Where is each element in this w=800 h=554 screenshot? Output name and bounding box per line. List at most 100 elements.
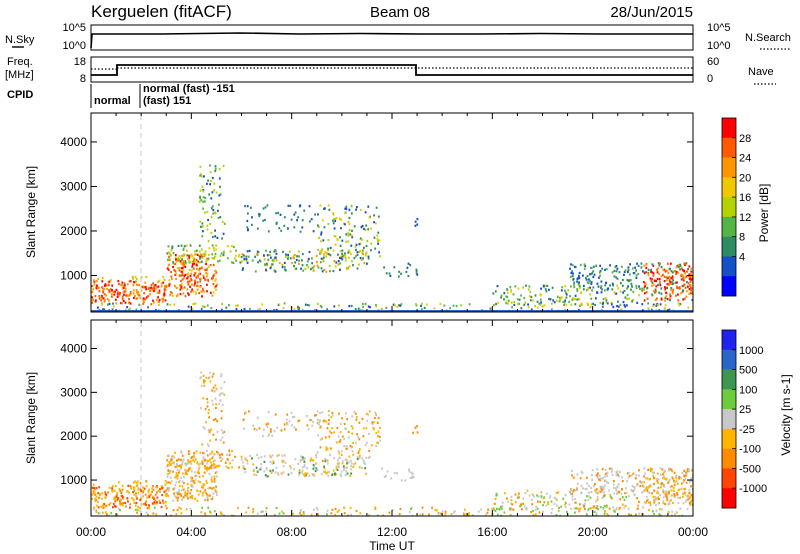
echo-cell: [565, 293, 568, 296]
echo-cell: [142, 491, 144, 494]
echo-cell: [574, 511, 576, 514]
echo-cell: [188, 450, 190, 453]
echo-cell: [111, 484, 114, 488]
echo-cell: [589, 280, 592, 283]
echo-cell: [400, 303, 403, 306]
echo-cell: [667, 511, 670, 514]
echo-cell: [348, 229, 351, 232]
echo-cell: [576, 488, 578, 491]
echo-cell: [567, 289, 569, 292]
echo-cell: [180, 494, 183, 497]
echo-cell: [669, 299, 671, 302]
echo-cell: [503, 511, 506, 514]
echo-cell: [267, 411, 270, 414]
echo-cell: [213, 189, 216, 192]
echo-cell: [633, 493, 636, 496]
echo-cell: [585, 276, 587, 280]
echo-cell: [98, 496, 100, 499]
echo-cell: [320, 233, 322, 236]
echo-cell: [582, 274, 584, 277]
echo-cell: [346, 462, 348, 465]
echo-cell: [664, 304, 667, 307]
echo-cell: [300, 267, 302, 270]
echo-cell: [143, 487, 146, 490]
echo-cell: [102, 287, 104, 290]
echo-cell: [245, 511, 248, 514]
echo-cell: [511, 503, 514, 506]
echo-cell: [506, 295, 509, 298]
echo-cell: [507, 500, 510, 503]
echo-cell: [128, 491, 130, 494]
echo-cell: [121, 295, 124, 298]
echo-cell: [191, 456, 194, 459]
echo-cell: [213, 249, 215, 252]
echo-cell: [229, 462, 231, 465]
echo-cell: [162, 300, 164, 303]
echo-cell: [201, 222, 204, 225]
echo-cell: [168, 471, 171, 474]
echo-cell: [194, 497, 196, 500]
echo-cell: [607, 481, 610, 484]
echo-cell: [122, 299, 125, 303]
echo-cell: [414, 224, 417, 227]
echo-cell: [681, 276, 684, 279]
echo-cell: [108, 289, 110, 292]
echo-cell: [338, 440, 341, 443]
colorbar-tick-label: 8: [739, 232, 745, 244]
echo-cell: [564, 493, 567, 496]
echo-cell: [125, 308, 127, 311]
echo-cell: [349, 474, 352, 477]
echo-cell: [297, 307, 299, 310]
echo-cell: [167, 258, 169, 261]
echo-cell: [122, 502, 125, 505]
echo-cell: [167, 454, 170, 457]
echo-cell: [215, 191, 218, 194]
echo-cell: [656, 479, 659, 482]
echo-cell: [581, 471, 584, 475]
echo-cell: [377, 435, 379, 438]
echo-cell: [181, 278, 184, 281]
echo-cell: [169, 476, 172, 479]
echo-cell: [366, 239, 369, 242]
echo-cell: [103, 293, 106, 296]
echo-cell: [323, 256, 325, 259]
echo-cell: [189, 466, 192, 469]
echo-cell: [518, 492, 520, 495]
echo-cell: [136, 497, 138, 500]
echo-cell: [573, 286, 576, 289]
echo-cell: [156, 286, 159, 289]
echo-cell: [669, 297, 671, 300]
echo-cell: [618, 271, 621, 274]
echo-cell: [690, 267, 693, 270]
echo-cell: [266, 263, 269, 267]
echo-cell: [126, 294, 129, 297]
echo-cell: [231, 261, 233, 264]
echo-cell: [161, 487, 163, 490]
echo-cell: [545, 290, 548, 293]
echo-cell: [379, 439, 381, 442]
echo-cell: [216, 464, 219, 467]
echo-cell: [671, 510, 674, 513]
echo-cell: [206, 182, 208, 185]
echo-cell: [206, 224, 209, 227]
echo-cell: [246, 250, 249, 253]
echo-cell: [200, 266, 203, 270]
echo-cell: [257, 251, 260, 254]
echo-cell: [210, 467, 213, 470]
echo-cell: [180, 262, 183, 265]
echo-cell: [124, 301, 127, 304]
echo-cell: [184, 265, 187, 268]
echo-cell: [319, 250, 322, 253]
echo-cell: [298, 419, 301, 422]
echo-cell: [175, 513, 178, 516]
nave-tick-top: 60: [707, 56, 719, 68]
echo-cell: [142, 297, 145, 300]
echo-cell: [144, 502, 147, 505]
echo-cell: [254, 270, 257, 273]
echo-cell: [680, 487, 683, 490]
echo-cell: [668, 308, 671, 311]
echo-cell: [509, 513, 512, 516]
echo-cell: [164, 483, 167, 486]
echo-cell: [592, 275, 595, 279]
echo-cell: [201, 235, 204, 238]
